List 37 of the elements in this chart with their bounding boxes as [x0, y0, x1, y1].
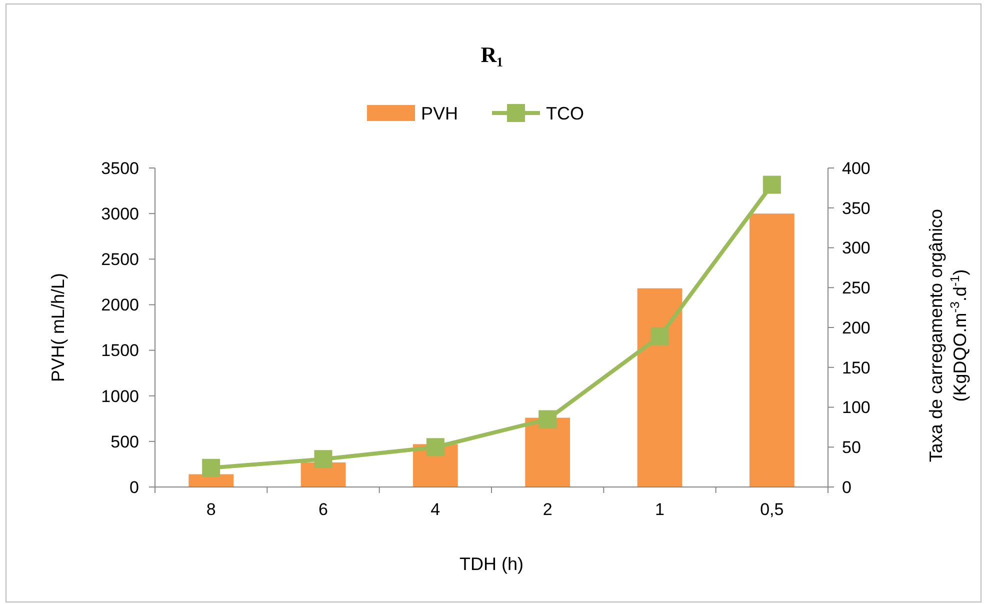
x-axis-title: TDH (h): [460, 554, 524, 574]
bar: [525, 418, 570, 487]
point: [426, 438, 444, 456]
point: [314, 450, 332, 468]
bar: [637, 288, 682, 487]
y2-tick-label: 0: [842, 478, 852, 497]
point: [202, 458, 220, 477]
y-tick-label: 500: [110, 432, 139, 452]
y-tick-label: 3000: [101, 204, 139, 224]
point: [538, 410, 557, 428]
x-tick-label: 6: [318, 500, 328, 519]
y-tick-label: 1000: [101, 386, 139, 406]
legend-label: TCO: [546, 103, 584, 124]
y-tick-label: 1500: [101, 341, 139, 360]
y-tick-label: 3500: [101, 158, 139, 178]
y2-tick-label: 150: [842, 358, 870, 378]
y-tick-label: 0: [130, 478, 139, 497]
point: [762, 176, 781, 194]
chart-title: R₁: [480, 42, 504, 67]
y2-tick-label: 350: [842, 198, 870, 218]
bar: [749, 214, 794, 487]
x-tick-label: 0,5: [760, 500, 784, 519]
y-tick-label: 2500: [101, 250, 139, 270]
y2-tick-label: 400: [842, 158, 870, 178]
legend-label: PVH: [421, 103, 458, 124]
y2-tick-label: 50: [842, 438, 861, 458]
y2-tick-label: 200: [842, 318, 870, 338]
x-tick-label: 8: [206, 500, 216, 519]
y2-tick-label: 300: [842, 238, 870, 258]
y2-tick-label: 250: [842, 278, 870, 298]
y2-tick-label: 100: [842, 398, 870, 418]
point: [650, 327, 669, 346]
x-tick-label: 2: [542, 500, 552, 519]
y-axis-title: PVH( mL/h/L): [48, 272, 68, 382]
x-tick-label: 4: [430, 500, 440, 519]
y-tick-label: 2000: [101, 296, 139, 315]
x-tick-label: 1: [655, 500, 664, 519]
